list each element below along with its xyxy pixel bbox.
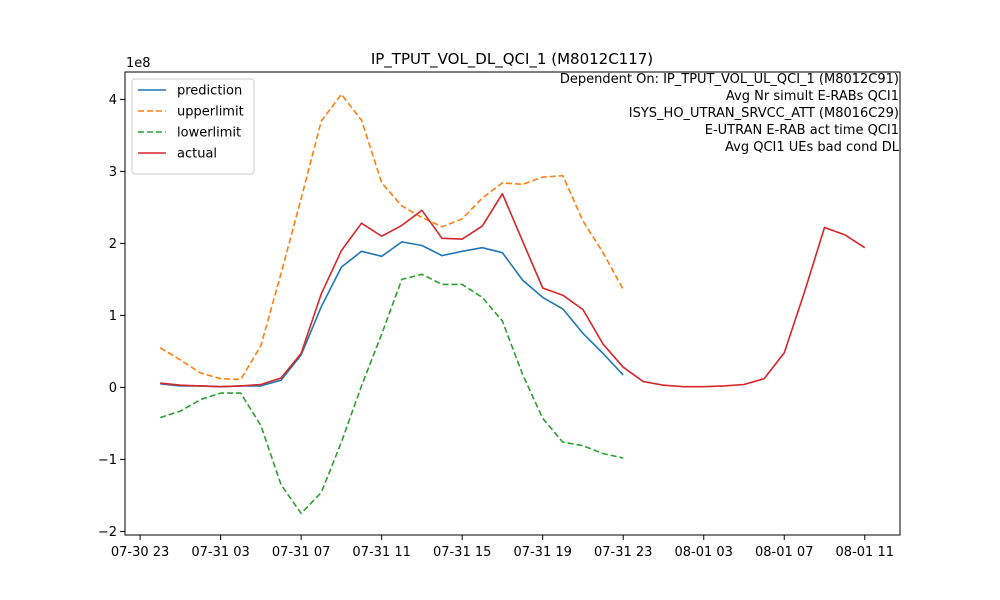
y-tick-label: 0 bbox=[109, 381, 117, 396]
annotation-line: Avg QCI1 UEs bad cond DL bbox=[725, 140, 900, 155]
series-line-upperlimit bbox=[159, 93, 624, 381]
annotation-line: Avg Nr simult E-RABs QCI1 bbox=[726, 89, 899, 104]
dependency-annotations: Dependent On: IP_TPUT_VOL_UL_QCI_1 (M801… bbox=[560, 72, 900, 155]
legend-label-actual: actual bbox=[177, 147, 217, 162]
axes-frame bbox=[124, 71, 901, 536]
series-layer bbox=[159, 93, 866, 515]
x-tick-label: 07-31 11 bbox=[352, 545, 410, 560]
y-tick-label: 4 bbox=[109, 93, 117, 108]
x-tick-label: 07-31 19 bbox=[513, 545, 571, 560]
series-line-actual bbox=[160, 192, 866, 388]
y-tick-label: 2 bbox=[109, 237, 117, 252]
legend-label-prediction: prediction bbox=[177, 84, 242, 99]
x-axis: 07-30 23 07-31 03 07-31 07 07-31 11 07-31 15… bbox=[111, 535, 894, 560]
x-tick-label: 07-31 03 bbox=[191, 545, 249, 560]
x-tick-label: 07-30 23 bbox=[111, 545, 169, 560]
y-tick-label: 1 bbox=[109, 309, 117, 324]
x-tick-label: 07-31 23 bbox=[594, 545, 652, 560]
x-tick-label: 08-01 07 bbox=[755, 545, 813, 560]
y-tick-label: −2 bbox=[98, 525, 117, 540]
annotation-line: Dependent On: IP_TPUT_VOL_UL_QCI_1 (M801… bbox=[560, 72, 899, 87]
legend: prediction upperlimit lowerlimit actual bbox=[131, 78, 255, 175]
legend-box bbox=[131, 78, 255, 175]
legend-label-lowerlimit: lowerlimit bbox=[177, 126, 241, 141]
x-tick-label: 07-31 07 bbox=[272, 545, 330, 560]
x-tick-label: 07-31 15 bbox=[433, 545, 491, 560]
x-tick-label: 08-01 11 bbox=[836, 545, 894, 560]
x-tick-label: 08-01 03 bbox=[675, 545, 733, 560]
y-tick-label: −1 bbox=[98, 453, 117, 468]
y-axis: −2 −1 0 1 2 3 4 bbox=[98, 93, 125, 540]
annotation-line: ISYS_HO_UTRAN_SRVCC_ATT (M8016C29) bbox=[629, 106, 899, 121]
legend-label-upperlimit: upperlimit bbox=[177, 105, 244, 120]
y-axis-scale-label: 1e8 bbox=[126, 56, 151, 71]
y-tick-label: 3 bbox=[109, 165, 117, 180]
annotation-line: E-UTRAN E-RAB act time QCI1 bbox=[705, 123, 899, 138]
series-line-lowerlimit bbox=[159, 273, 624, 515]
chart-title: IP_TPUT_VOL_DL_QCI_1 (M8012C117) bbox=[371, 50, 653, 69]
